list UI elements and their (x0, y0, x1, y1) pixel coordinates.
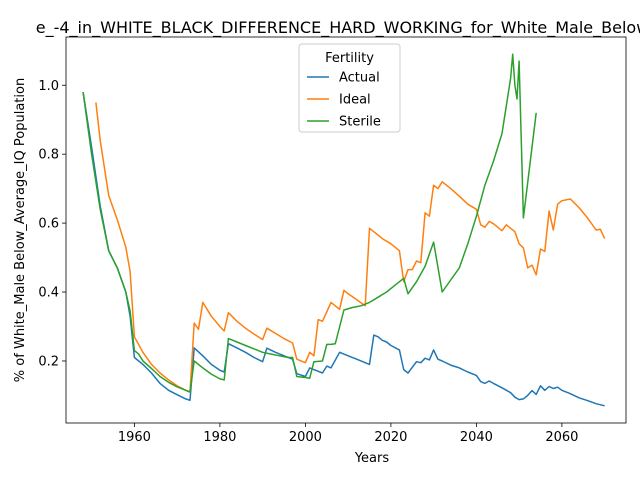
x-tick-label: 2040 (460, 430, 493, 445)
series-line-ideal (95, 102, 606, 393)
x-tick-label: 2060 (545, 430, 578, 445)
y-tick-label: 1.0 (38, 79, 59, 94)
legend-label-ideal: Ideal (339, 93, 371, 108)
y-axis: 0.2 0.4 0.6 0.8 1.0 (38, 79, 66, 369)
series-line-sterile (82, 53, 537, 393)
x-tick-label: 1960 (118, 430, 151, 445)
x-tick-label: 2000 (289, 430, 322, 445)
x-tick-label: 1980 (203, 430, 236, 445)
y-tick-label: 0.4 (38, 286, 59, 301)
x-tick-label: 2020 (374, 430, 407, 445)
chart-title: e_-4_in_WHITE_BLACK_DIFFERENCE_HARD_WORK… (36, 18, 640, 38)
y-tick-label: 0.8 (38, 148, 59, 163)
legend-title: Fertility (325, 51, 374, 66)
y-tick-label: 0.6 (38, 217, 59, 232)
x-axis: 1960 1980 2000 2020 2040 2060 (118, 423, 578, 445)
x-axis-title: Years (354, 451, 390, 466)
series-layer (82, 53, 606, 407)
legend-label-sterile: Sterile (339, 115, 381, 130)
plot-frame (65, 36, 627, 424)
y-tick-label: 0.2 (38, 354, 59, 369)
series-line-actual (82, 91, 605, 407)
y-axis-title: % of White_Male Below_Average_IQ Populat… (13, 78, 28, 382)
legend: Fertility Actual Ideal Sterile (298, 43, 401, 133)
legend-box (298, 43, 401, 133)
legend-label-actual: Actual (339, 71, 380, 86)
